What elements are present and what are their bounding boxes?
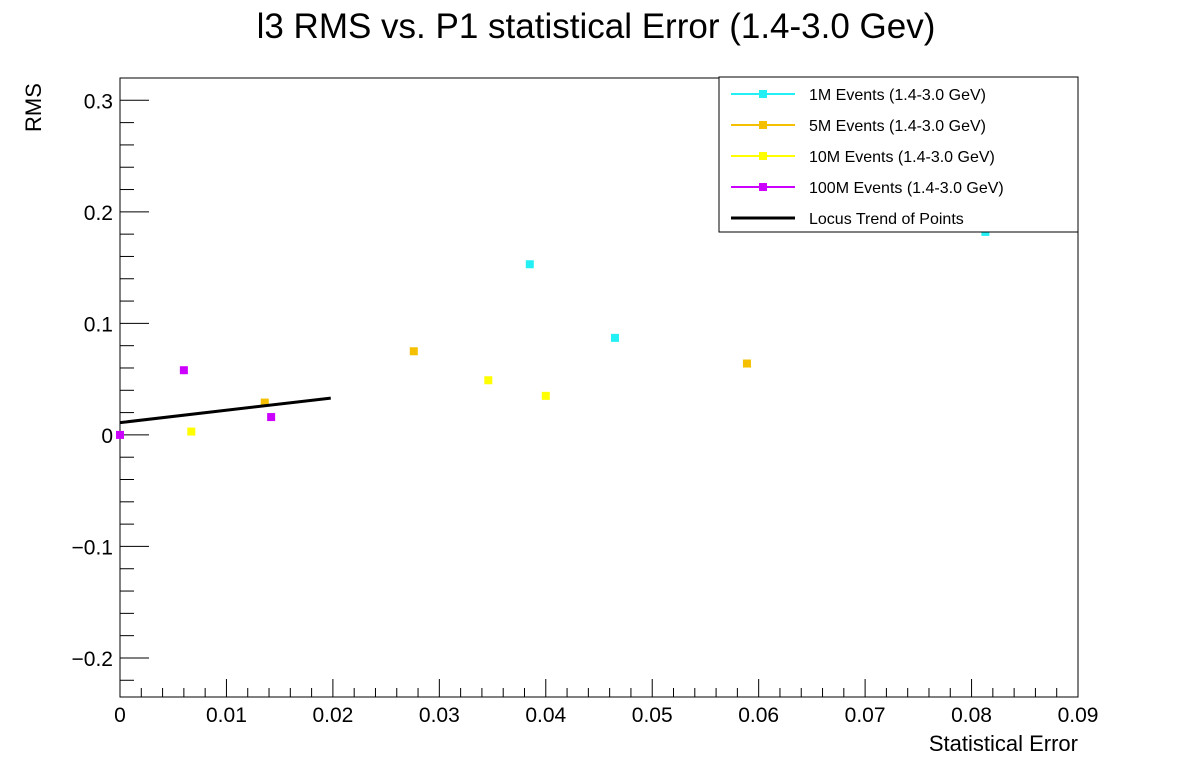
y-tick-label: 0	[101, 425, 113, 448]
y-axis-label: RMS	[21, 83, 46, 132]
y-tick-label: −0.2	[72, 648, 113, 671]
legend-marker-3	[759, 152, 767, 160]
legend-label-2: 5M Events (1.4-3.0 GeV)	[809, 118, 986, 135]
x-tick-label: 0.07	[845, 704, 886, 727]
y-tick-label: 0.3	[84, 90, 113, 113]
data-point-series-3	[484, 376, 492, 384]
legend-label-4: 100M Events (1.4-3.0 GeV)	[809, 180, 1004, 197]
y-tick-label: 0.1	[84, 313, 113, 336]
legend-label-1: 1M Events (1.4-3.0 GeV)	[809, 87, 986, 104]
x-tick-label: 0	[114, 704, 126, 727]
legend-label-3: 10M Events (1.4-3.0 GeV)	[809, 149, 995, 166]
y-tick-label: 0.2	[84, 202, 113, 225]
x-tick-label: 0.02	[312, 704, 353, 727]
x-tick-label: 0.01	[206, 704, 247, 727]
x-tick-label: 0.06	[738, 704, 779, 727]
data-point-series-2	[410, 347, 418, 355]
data-marks	[116, 228, 989, 439]
data-point-series-2	[743, 360, 751, 368]
legend-label-5: Locus Trend of Points	[809, 211, 964, 228]
y-axis: −0.2 −0.1 0 0.1 0.2 0.3	[72, 78, 149, 680]
x-tick-label: 0.08	[951, 704, 992, 727]
data-point-series-1	[611, 334, 619, 342]
data-point-series-1	[526, 260, 534, 268]
y-tick-label: −0.1	[72, 536, 113, 559]
data-point-series-4	[180, 366, 188, 374]
legend-marker-2	[759, 121, 767, 129]
x-axis: 0 0.01 0.02 0.03 0.04 0.05 0.06 0.07 0.08 0.09	[114, 679, 1098, 727]
trend-line	[120, 398, 331, 423]
chart-title: l3 RMS vs. P1 statistical Error (1.4-3.0…	[257, 7, 936, 46]
legend: 1M Events (1.4-3.0 GeV) 5M Events (1.4-3.…	[719, 77, 1078, 232]
x-tick-label: 0.03	[419, 704, 460, 727]
x-axis-label: Statistical Error	[929, 731, 1078, 756]
legend-marker-1	[759, 90, 767, 98]
legend-marker-4	[759, 183, 767, 191]
data-point-series-4	[116, 431, 124, 439]
data-point-series-4	[267, 413, 275, 421]
data-point-series-3	[187, 428, 195, 436]
x-tick-label: 0.09	[1058, 704, 1099, 727]
data-point-series-3	[542, 392, 550, 400]
x-tick-label: 0.05	[632, 704, 673, 727]
x-tick-label: 0.04	[525, 704, 566, 727]
